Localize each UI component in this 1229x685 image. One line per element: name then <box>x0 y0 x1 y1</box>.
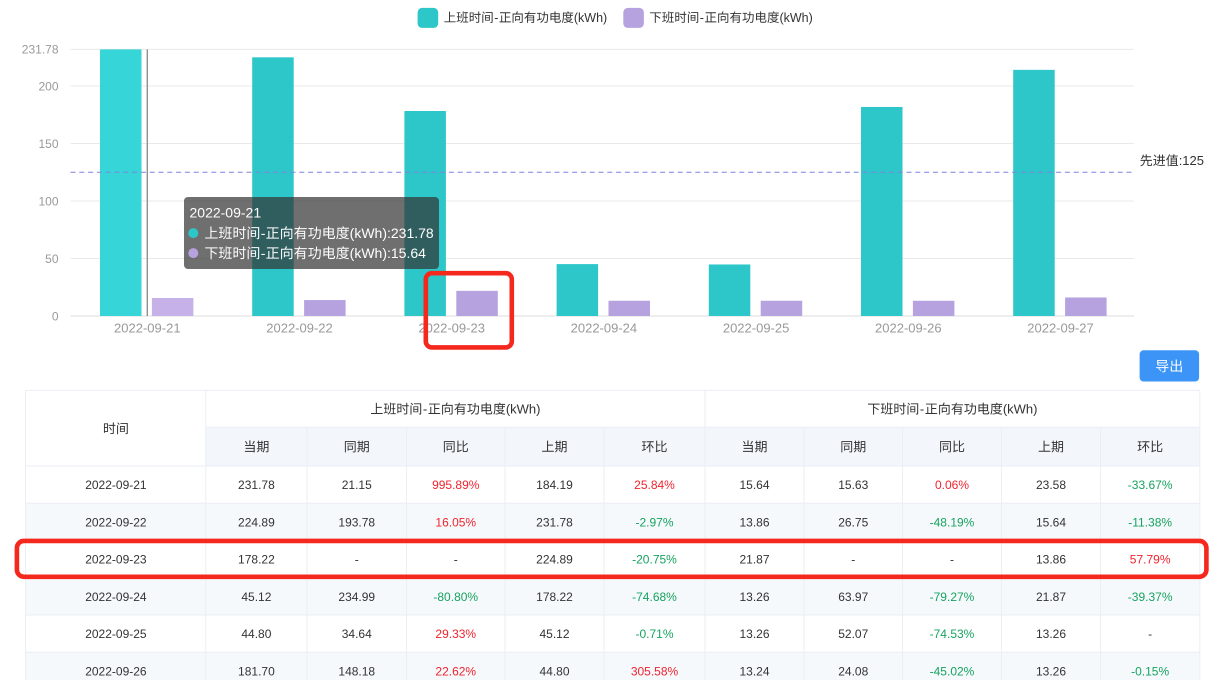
svg-text:-45.02%: -45.02% <box>930 664 975 678</box>
svg-text:52.07: 52.07 <box>838 627 868 641</box>
svg-text:-74.53%: -74.53% <box>930 627 975 641</box>
svg-text:2022-09-22: 2022-09-22 <box>85 515 147 529</box>
svg-text:13.86: 13.86 <box>1036 553 1066 567</box>
svg-text:22.62%: 22.62% <box>435 664 476 678</box>
svg-text:15.64: 15.64 <box>739 478 769 492</box>
svg-text:200: 200 <box>38 79 58 93</box>
svg-text:21.87: 21.87 <box>1036 590 1066 604</box>
svg-text:-33.67%: -33.67% <box>1128 478 1173 492</box>
svg-text:23.58: 23.58 <box>1036 478 1066 492</box>
svg-text:150: 150 <box>38 137 58 151</box>
svg-text:(kWh): (kWh) <box>506 402 541 417</box>
svg-text:-20.75%: -20.75% <box>632 553 677 567</box>
svg-text:(kWh):231.78: (kWh):231.78 <box>350 225 434 241</box>
svg-text:25.84%: 25.84% <box>634 478 675 492</box>
svg-text:57.79%: 57.79% <box>1130 553 1171 567</box>
svg-text:231.78: 231.78 <box>536 515 573 529</box>
svg-text:13.26: 13.26 <box>1036 627 1066 641</box>
svg-text:-11.38%: -11.38% <box>1128 515 1172 529</box>
svg-text:(kWh): (kWh) <box>1003 402 1038 417</box>
svg-text:13.86: 13.86 <box>739 515 769 529</box>
svg-text:2022-09-21: 2022-09-21 <box>114 320 181 335</box>
svg-text:13.26: 13.26 <box>739 590 769 604</box>
svg-text:2022-09-25: 2022-09-25 <box>85 627 147 641</box>
svg-text:2022-09-23: 2022-09-23 <box>418 320 485 335</box>
svg-text:224.89: 224.89 <box>536 553 573 567</box>
svg-text:-: - <box>261 245 266 261</box>
svg-text:13.26: 13.26 <box>739 627 769 641</box>
svg-text:-74.68%: -74.68% <box>632 590 677 604</box>
svg-text:15.63: 15.63 <box>838 478 868 492</box>
svg-text:995.89%: 995.89% <box>432 478 480 492</box>
svg-text:15.64: 15.64 <box>1036 515 1066 529</box>
svg-text:-: - <box>494 11 498 25</box>
svg-text:178.22: 178.22 <box>238 553 275 567</box>
svg-text:16.05%: 16.05% <box>435 515 476 529</box>
svg-text:(kWh):15.64: (kWh):15.64 <box>350 245 426 261</box>
svg-text:13.26: 13.26 <box>1036 664 1066 678</box>
svg-text:0.06%: 0.06% <box>935 478 969 492</box>
svg-text:-39.37%: -39.37% <box>1128 590 1173 604</box>
svg-text:-: - <box>355 553 359 567</box>
svg-text:45.12: 45.12 <box>539 627 569 641</box>
svg-text:-: - <box>920 402 924 417</box>
svg-text:100: 100 <box>38 194 58 208</box>
svg-text:181.70: 181.70 <box>238 664 275 678</box>
svg-text:-: - <box>950 553 954 567</box>
svg-text:231.78: 231.78 <box>22 43 59 57</box>
svg-text:2022-09-24: 2022-09-24 <box>85 590 147 604</box>
svg-text:45.12: 45.12 <box>241 590 271 604</box>
svg-text::125: :125 <box>1179 153 1204 168</box>
svg-text:0: 0 <box>52 309 59 323</box>
svg-text:50: 50 <box>45 252 59 266</box>
svg-text:24.08: 24.08 <box>838 664 868 678</box>
svg-text:234.99: 234.99 <box>338 590 375 604</box>
svg-text:184.19: 184.19 <box>536 478 573 492</box>
svg-text:2022-09-26: 2022-09-26 <box>85 664 147 678</box>
svg-text:-: - <box>851 553 855 567</box>
svg-text:2022-09-21: 2022-09-21 <box>85 478 147 492</box>
svg-text:-0.15%: -0.15% <box>1131 664 1169 678</box>
svg-text:34.64: 34.64 <box>342 627 372 641</box>
svg-text:305.58%: 305.58% <box>631 664 679 678</box>
svg-text:-: - <box>700 11 704 25</box>
svg-text:2022-09-22: 2022-09-22 <box>266 320 333 335</box>
svg-text:2022-09-21: 2022-09-21 <box>190 205 262 221</box>
svg-text:-80.80%: -80.80% <box>433 590 478 604</box>
svg-text:(kWh): (kWh) <box>779 11 812 25</box>
svg-text:-2.97%: -2.97% <box>635 515 673 529</box>
svg-text:-0.71%: -0.71% <box>635 627 673 641</box>
svg-text:224.89: 224.89 <box>238 515 275 529</box>
svg-text:63.97: 63.97 <box>838 590 868 604</box>
svg-text:21.15: 21.15 <box>342 478 372 492</box>
svg-text:-79.27%: -79.27% <box>930 590 975 604</box>
svg-text:-: - <box>261 225 266 241</box>
svg-text:193.78: 193.78 <box>338 515 375 529</box>
svg-text:178.22: 178.22 <box>536 590 573 604</box>
svg-text:26.75: 26.75 <box>838 515 868 529</box>
svg-text:-: - <box>1148 627 1152 641</box>
svg-text:-: - <box>423 402 427 417</box>
svg-text:2022-09-27: 2022-09-27 <box>1027 320 1094 335</box>
svg-text:29.33%: 29.33% <box>435 627 476 641</box>
svg-text:2022-09-26: 2022-09-26 <box>875 320 942 335</box>
svg-text:21.87: 21.87 <box>739 553 769 567</box>
svg-text:2022-09-25: 2022-09-25 <box>723 320 790 335</box>
svg-text:148.18: 148.18 <box>338 664 375 678</box>
svg-text:13.24: 13.24 <box>739 664 769 678</box>
svg-text:-: - <box>454 553 458 567</box>
svg-text:(kWh): (kWh) <box>574 11 607 25</box>
svg-text:-48.19%: -48.19% <box>930 515 975 529</box>
svg-text:44.80: 44.80 <box>539 664 569 678</box>
svg-text:2022-09-23: 2022-09-23 <box>85 553 147 567</box>
svg-text:231.78: 231.78 <box>238 478 275 492</box>
svg-text:44.80: 44.80 <box>241 627 271 641</box>
svg-text:2022-09-24: 2022-09-24 <box>571 320 638 335</box>
